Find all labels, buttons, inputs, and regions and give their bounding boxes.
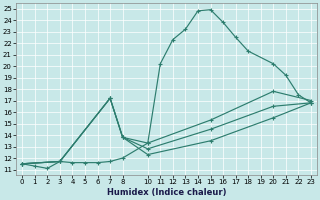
- X-axis label: Humidex (Indice chaleur): Humidex (Indice chaleur): [107, 188, 226, 197]
